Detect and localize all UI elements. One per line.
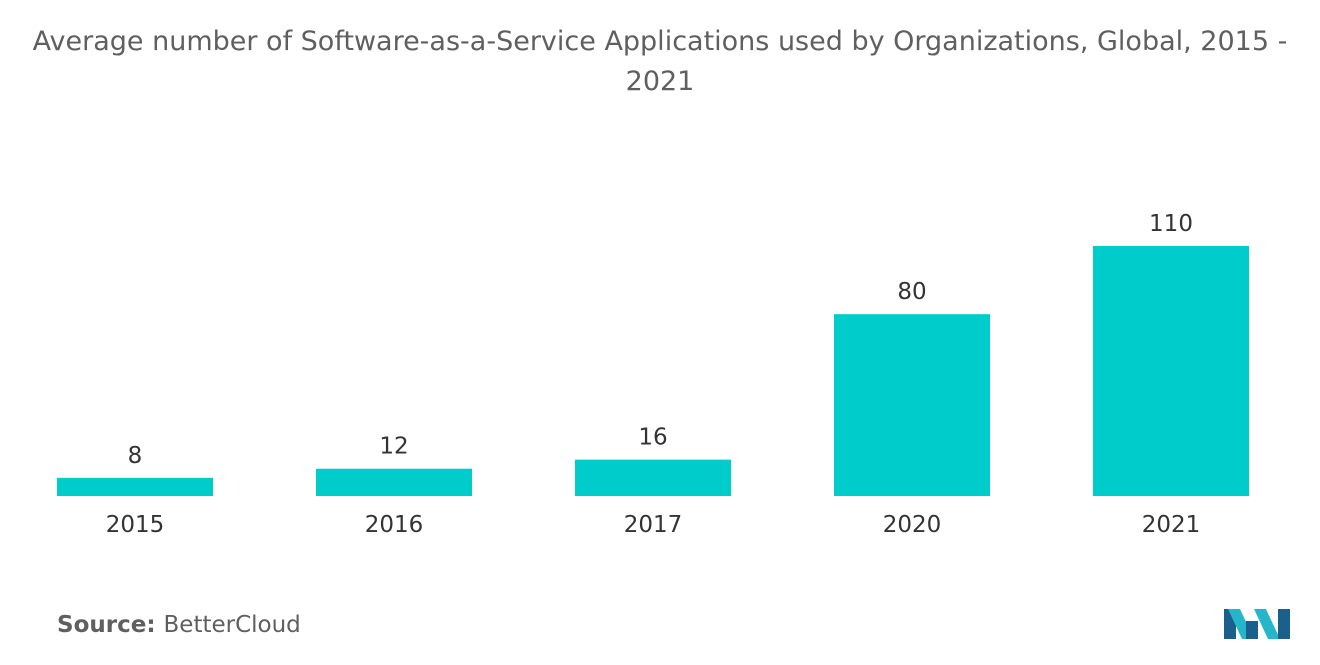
bar-chart: 8 2015 12 2016 16 2017 80 2020 110 2021 [57,211,1249,538]
bar-2021 [1093,246,1249,496]
source-label: Source: [57,612,156,638]
category-label-2015: 2015 [106,512,165,538]
category-label-2016: 2016 [365,512,424,538]
category-label-2017: 2017 [624,512,683,538]
category-label-2020: 2020 [883,512,942,538]
source-value: BetterCloud [163,612,301,638]
chart-title: Average number of Software-as-a-Service … [32,26,1288,97]
value-label-2021: 110 [1149,211,1193,237]
bar-2017 [575,459,731,496]
value-label-2016: 12 [379,434,408,460]
source-note: Source: BetterCloud [57,612,301,638]
bar-2015 [57,477,213,496]
bar-2016 [316,468,472,496]
category-label-2021: 2021 [1142,512,1201,538]
bar-2020 [834,314,990,496]
value-label-2015: 8 [128,443,143,469]
value-label-2017: 16 [638,425,667,451]
value-label-2020: 80 [897,279,926,305]
bars-layer: 8 2015 12 2016 16 2017 80 2020 110 2021 [57,211,1249,538]
mordor-intelligence-logo-icon [1224,609,1290,639]
